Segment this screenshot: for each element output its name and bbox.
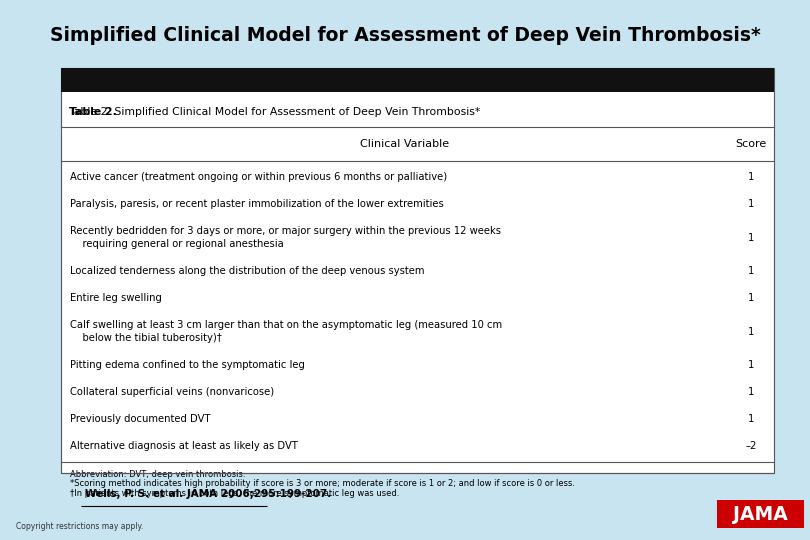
Text: †In patients with symptoms in both legs, the more symptomatic leg was used.: †In patients with symptoms in both legs,… — [70, 489, 400, 498]
Text: Simplified Clinical Model for Assessment of Deep Vein Thrombosis*: Simplified Clinical Model for Assessment… — [49, 25, 761, 45]
Text: –2: –2 — [745, 441, 757, 451]
Text: Wells, P. S. et al. JAMA 2006;295:199-207.: Wells, P. S. et al. JAMA 2006;295:199-20… — [85, 489, 331, 499]
Text: Alternative diagnosis at least as likely as DVT: Alternative diagnosis at least as likely… — [70, 441, 298, 451]
Text: *Scoring method indicates high probability if score is 3 or more; moderate if sc: *Scoring method indicates high probabili… — [70, 480, 575, 488]
FancyBboxPatch shape — [61, 68, 774, 472]
Text: 1: 1 — [748, 199, 754, 209]
Text: 1: 1 — [748, 360, 754, 370]
FancyBboxPatch shape — [717, 500, 804, 528]
Text: Table 2.: Table 2. — [69, 107, 117, 117]
Text: Calf swelling at least 3 cm larger than that on the asymptomatic leg (measured 1: Calf swelling at least 3 cm larger than … — [70, 320, 502, 343]
Text: Active cancer (treatment ongoing or within previous 6 months or palliative): Active cancer (treatment ongoing or with… — [70, 172, 448, 182]
Text: 1: 1 — [748, 266, 754, 276]
Text: Localized tenderness along the distribution of the deep venous system: Localized tenderness along the distribut… — [70, 266, 425, 276]
Text: Clinical Variable: Clinical Variable — [360, 139, 450, 149]
Text: Score: Score — [735, 139, 766, 149]
Text: 1: 1 — [748, 233, 754, 242]
Text: 1: 1 — [748, 293, 754, 303]
Text: Previously documented DVT: Previously documented DVT — [70, 414, 211, 424]
Text: Collateral superficial veins (nonvaricose): Collateral superficial veins (nonvaricos… — [70, 387, 275, 397]
FancyBboxPatch shape — [61, 68, 774, 92]
Text: 1: 1 — [748, 327, 754, 336]
Text: 1: 1 — [748, 414, 754, 424]
Text: Pitting edema confined to the symptomatic leg: Pitting edema confined to the symptomati… — [70, 360, 305, 370]
Text: 1: 1 — [748, 172, 754, 182]
Text: Recently bedridden for 3 days or more, or major surgery within the previous 12 w: Recently bedridden for 3 days or more, o… — [70, 226, 501, 249]
Text: Paralysis, paresis, or recent plaster immobilization of the lower extremities: Paralysis, paresis, or recent plaster im… — [70, 199, 444, 209]
Text: Copyright restrictions may apply.: Copyright restrictions may apply. — [16, 522, 143, 531]
Text: JAMA: JAMA — [733, 504, 788, 524]
Text: Abbreviation: DVT, deep vein thrombosis.: Abbreviation: DVT, deep vein thrombosis. — [70, 470, 246, 478]
Text: Table 2. Simplified Clinical Model for Assessment of Deep Vein Thrombosis*: Table 2. Simplified Clinical Model for A… — [69, 107, 480, 117]
Text: 1: 1 — [748, 387, 754, 397]
Text: Entire leg swelling: Entire leg swelling — [70, 293, 162, 303]
